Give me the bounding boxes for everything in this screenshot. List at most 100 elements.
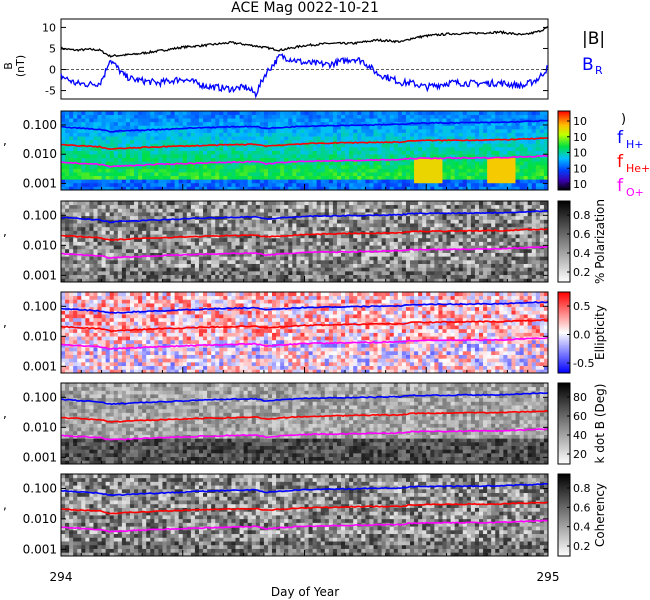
spectrum-cell bbox=[365, 139, 370, 144]
spectrum-cell bbox=[446, 212, 451, 217]
spectrum-cell bbox=[150, 164, 155, 169]
spectrum-cell bbox=[369, 182, 374, 187]
spectrum-cell bbox=[353, 186, 358, 191]
spectrum-cell bbox=[190, 186, 196, 191]
spectrum-cell bbox=[223, 118, 228, 123]
spectrum-cell bbox=[304, 267, 309, 272]
spectrum-cell bbox=[304, 208, 309, 213]
spectrum-cell bbox=[190, 204, 196, 209]
spectrum-cell bbox=[300, 259, 305, 264]
spectrum-cell bbox=[121, 226, 127, 231]
spectrum-cell bbox=[288, 168, 293, 173]
spectrum-cell bbox=[182, 179, 188, 184]
spectrum-cell bbox=[479, 278, 484, 283]
spectrum-cell bbox=[97, 256, 102, 261]
spectrum-cell bbox=[458, 215, 464, 220]
spectrum-cell bbox=[377, 226, 383, 231]
spectrum-cell bbox=[117, 223, 123, 228]
spectrum-cell bbox=[454, 186, 460, 191]
spectrum-cell bbox=[194, 212, 200, 217]
spectrum-cell bbox=[235, 168, 240, 173]
spectrum-cell bbox=[215, 267, 220, 272]
spectrum-cell bbox=[93, 139, 98, 144]
spectrum-cell bbox=[272, 168, 277, 173]
spectrum-cell bbox=[243, 267, 249, 272]
spectrum-cell bbox=[385, 179, 391, 184]
spectrum-cell bbox=[336, 234, 342, 239]
spectrum-cell bbox=[207, 204, 212, 209]
spectrum-cell bbox=[272, 179, 277, 184]
spectrum-cell bbox=[178, 219, 184, 224]
spectrum-cell bbox=[539, 125, 545, 130]
spectrum-cell bbox=[474, 125, 480, 130]
spectrum-cell bbox=[97, 182, 102, 187]
spectrum-cell bbox=[491, 157, 496, 162]
spectrum-cell bbox=[61, 245, 66, 250]
spectrum-cell bbox=[174, 132, 180, 137]
spectrum-cell bbox=[207, 179, 212, 184]
spectrum-cell bbox=[365, 132, 370, 137]
spectrum-cell bbox=[349, 263, 354, 268]
spectrum-cell bbox=[215, 182, 220, 187]
spectrum-cell bbox=[255, 186, 261, 191]
spectrum-cell bbox=[288, 146, 293, 151]
spectrum-cell bbox=[389, 226, 395, 231]
spectrum-cell bbox=[446, 230, 451, 235]
spectrum-cell bbox=[503, 164, 508, 169]
spectrum-cell bbox=[129, 278, 135, 283]
spectrum-cell bbox=[170, 208, 176, 213]
spectrum-cell bbox=[89, 172, 94, 177]
spectrum-cell bbox=[422, 204, 427, 209]
spectrum-cell bbox=[73, 201, 78, 206]
spectrum-cell bbox=[154, 114, 159, 119]
spectrum-cell bbox=[446, 118, 451, 123]
spectrum-cell bbox=[405, 256, 411, 261]
spectrum-cell bbox=[523, 157, 529, 162]
spectrum-cell bbox=[186, 154, 192, 159]
spectrum-cell bbox=[336, 245, 342, 250]
spectrum-cell bbox=[515, 157, 520, 162]
spectrum-cell bbox=[150, 146, 155, 151]
spectrum-cell bbox=[105, 212, 111, 217]
spectrum-cell bbox=[89, 278, 94, 283]
spectrum-cell bbox=[507, 132, 512, 137]
spectrum-cell bbox=[150, 219, 155, 224]
spectrum-cell bbox=[304, 263, 309, 268]
spectrum-cell bbox=[349, 139, 354, 144]
spectrum-cell bbox=[284, 175, 289, 180]
spectrum-cell bbox=[353, 248, 358, 253]
spectrum-cell bbox=[255, 132, 261, 137]
spectrum-cell bbox=[259, 263, 265, 268]
spectrum-cell bbox=[365, 154, 370, 159]
spectrum-cell bbox=[150, 259, 155, 264]
spectrum-cell bbox=[280, 182, 285, 187]
spectrum-cell bbox=[381, 114, 387, 119]
spectrum-cell bbox=[121, 157, 127, 162]
spectrum-cell bbox=[450, 168, 456, 173]
spectrum-cell bbox=[308, 226, 314, 231]
spectrum-cell bbox=[235, 223, 240, 228]
spectrum-cell bbox=[288, 274, 293, 279]
spectrum-cell bbox=[377, 241, 383, 246]
spectrum-cell bbox=[203, 175, 208, 180]
spectrum-cell bbox=[332, 223, 338, 228]
spectrum-cell bbox=[198, 128, 204, 133]
spectrum-cell bbox=[89, 157, 94, 162]
spectrum-cell bbox=[194, 179, 200, 184]
spectrum-cell bbox=[255, 241, 261, 246]
spectrum-cell bbox=[503, 154, 508, 159]
spectrum-cell bbox=[125, 175, 131, 180]
spectrum-cell bbox=[93, 226, 98, 231]
spectrum-cell bbox=[263, 278, 269, 283]
spectrum-cell bbox=[418, 172, 423, 177]
spectrum-cell bbox=[129, 179, 135, 184]
spectrum-cell bbox=[77, 164, 82, 169]
spectrum-cell bbox=[211, 274, 216, 279]
spectrum-cell bbox=[280, 150, 285, 155]
spectrum-cell bbox=[125, 204, 131, 209]
spectrum-cell bbox=[158, 157, 163, 162]
spectrum-cell bbox=[365, 230, 370, 235]
spectrum-cell bbox=[267, 278, 273, 283]
spectrum-cell bbox=[324, 241, 330, 246]
spectrum-cell bbox=[389, 241, 395, 246]
